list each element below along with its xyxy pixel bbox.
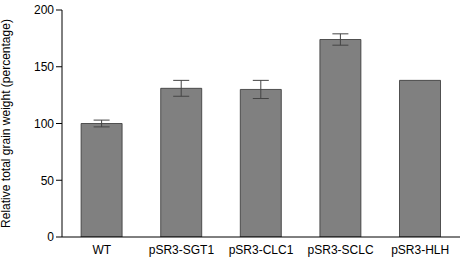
svg-text:pSR3-SGT1: pSR3-SGT1 — [149, 243, 215, 257]
svg-text:Relative total grain weight (p: Relative total grain weight (percentage) — [8, 19, 13, 228]
svg-text:150: 150 — [34, 60, 54, 74]
svg-text:0: 0 — [47, 230, 54, 244]
svg-text:100: 100 — [34, 117, 54, 131]
svg-text:200: 200 — [34, 3, 54, 17]
svg-text:50: 50 — [41, 174, 55, 188]
svg-text:pSR3-CLC1: pSR3-CLC1 — [229, 243, 294, 257]
svg-text:pSR3-SCLC: pSR3-SCLC — [308, 243, 374, 257]
svg-text:WT: WT — [92, 243, 111, 257]
svg-text:pSR3-HLH: pSR3-HLH — [391, 243, 449, 257]
